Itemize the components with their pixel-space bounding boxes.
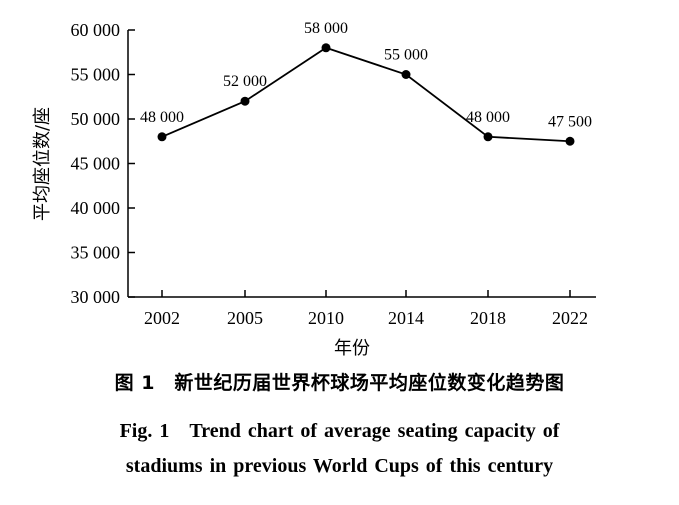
x-tick-label: 2010 (308, 308, 344, 328)
x-tick-label: 2005 (227, 308, 263, 328)
data-label: 52 000 (223, 73, 267, 90)
data-point (321, 43, 331, 53)
y-tick-label: 55 000 (71, 65, 121, 85)
x-tick-label: 2014 (388, 308, 424, 328)
x-axis-title: 年份 (334, 338, 370, 359)
x-tick-label: 2022 (552, 308, 588, 328)
data-point (483, 132, 493, 142)
y-axis-title: 平均座位数/座 (32, 107, 53, 221)
line-chart: 30 000 35 000 40 000 45 000 50 000 55 000 60 0… (32, 20, 596, 359)
x-tick-label: 2018 (470, 308, 506, 328)
data-point (401, 70, 411, 79)
data-label: 48 000 (140, 109, 184, 126)
x-ticks: 2002 2005 2010 2014 2018 2022 (144, 290, 588, 328)
data-label: 55 000 (384, 47, 428, 64)
y-tick-label: 30 000 (71, 287, 121, 307)
data-label: 58 000 (304, 20, 348, 37)
y-tick-label: 50 000 (71, 109, 121, 129)
figure-caption-chinese: 图 1 新世纪历届世界杯球场平均座位数变化趋势图 (114, 372, 565, 394)
y-tick-label: 60 000 (71, 20, 121, 40)
axes (127, 30, 596, 298)
series-line (161, 46, 571, 143)
data-point (240, 96, 250, 106)
data-point (565, 136, 575, 146)
data-labels: 48 000 52 000 58 000 55 000 48 000 47 500 (140, 20, 592, 130)
y-tick-label: 45 000 (71, 154, 121, 174)
y-tick-label: 35 000 (71, 243, 121, 263)
data-points (157, 43, 575, 146)
x-tick-label: 2002 (144, 308, 180, 328)
figure-caption-english-line1: Fig. 1 Trend chart of average seating ca… (119, 420, 560, 442)
data-point (157, 132, 167, 142)
y-ticks: 30 000 35 000 40 000 45 000 50 000 55 000 60 0… (71, 20, 135, 307)
data-label: 48 000 (466, 109, 510, 126)
figure-caption-english-line2: stadiums in previous World Cups of this … (125, 455, 554, 477)
y-tick-label: 40 000 (71, 198, 121, 218)
data-label: 47 500 (548, 113, 592, 130)
